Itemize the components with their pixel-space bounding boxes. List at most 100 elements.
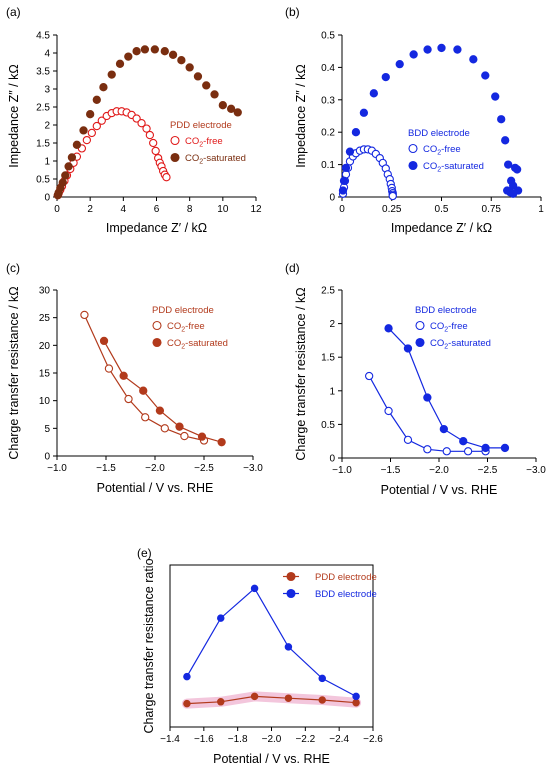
chart-panel-4: (d) −1.0 −1.5 −2.0 −2.5 −3.0 0 0.5 1 1.5 2 2.5 Poten… bbox=[285, 261, 546, 497]
data-point bbox=[217, 438, 226, 447]
series-line bbox=[186, 695, 357, 705]
data-point bbox=[92, 95, 101, 104]
data-point bbox=[80, 310, 89, 320]
data-point bbox=[180, 431, 189, 441]
legend-entry: CO2-free bbox=[185, 136, 223, 149]
y-tick-label: 0 bbox=[44, 193, 50, 204]
data-point bbox=[67, 153, 77, 162]
data-point bbox=[104, 364, 114, 373]
data-point bbox=[318, 674, 326, 683]
data-point bbox=[501, 136, 510, 145]
data-point bbox=[132, 114, 141, 123]
data-point bbox=[64, 162, 73, 171]
data-point bbox=[202, 81, 211, 90]
x-axis-label: Impedance Z′ / kΩ bbox=[106, 221, 207, 235]
chart-panel-1: (a) 0 2 4 6 8 10 12 0 0.5 1 1.5 2 2.5 3 3.5 4 4.5 Impedanc… bbox=[6, 5, 262, 235]
data-point bbox=[82, 135, 91, 145]
legend-marker bbox=[152, 320, 162, 331]
y-tick-label: 0 bbox=[329, 454, 335, 465]
y-tick-label: 0.5 bbox=[36, 175, 50, 186]
data-point bbox=[149, 138, 158, 148]
data-point bbox=[72, 140, 82, 149]
x-tick-label: −2.5 bbox=[194, 463, 214, 474]
data-point bbox=[497, 115, 506, 124]
data-point bbox=[124, 52, 133, 61]
data-point bbox=[384, 406, 393, 416]
data-point bbox=[437, 43, 446, 53]
legend-text-part: -free bbox=[441, 144, 461, 155]
data-point bbox=[197, 432, 207, 441]
x-tick-label: −2.5 bbox=[478, 465, 498, 476]
y-tick-label: 4.5 bbox=[36, 31, 50, 42]
legend-marker bbox=[152, 337, 162, 348]
data-point bbox=[137, 119, 146, 128]
legend-marker bbox=[408, 143, 418, 154]
chart-panel-3: (c) −1.0 −1.5 −2.0 −2.5 −3.0 0 5 10 15 20 25 30 Poten… bbox=[6, 261, 263, 495]
legend-text-part: -free bbox=[203, 136, 223, 147]
data-point bbox=[365, 371, 374, 381]
chart-panel-5: (e) −1.4 −1.6 −1.8 −2.0 −2.2 −2.4 −2.6 Potential… bbox=[137, 546, 383, 766]
y-tick-label: 0 bbox=[329, 193, 335, 204]
x-tick-label: −2.0 bbox=[262, 734, 282, 745]
data-point bbox=[142, 124, 151, 133]
y-tick-label: 2 bbox=[329, 319, 335, 330]
y-tick-label: 15 bbox=[39, 369, 51, 380]
data-point bbox=[141, 413, 150, 422]
data-point bbox=[150, 45, 159, 54]
panel-label: (d) bbox=[285, 261, 300, 275]
subscript: 2 bbox=[181, 327, 185, 334]
data-point bbox=[58, 178, 67, 187]
data-point bbox=[442, 447, 451, 456]
legend-title: PDD electrode bbox=[170, 120, 232, 131]
data-point bbox=[463, 447, 473, 456]
series-line bbox=[83, 314, 205, 442]
data-point bbox=[339, 176, 349, 185]
x-tick-label: 4 bbox=[121, 204, 127, 215]
data-point bbox=[338, 186, 348, 195]
x-tick-label: 0.5 bbox=[435, 204, 449, 215]
subscript: 2 bbox=[444, 344, 448, 351]
data-point bbox=[99, 336, 109, 346]
subscript: 2 bbox=[199, 142, 203, 149]
data-point bbox=[384, 324, 393, 333]
data-point bbox=[504, 160, 513, 169]
y-tick-label: 0.1 bbox=[321, 160, 335, 171]
data-point bbox=[92, 121, 101, 131]
data-point bbox=[145, 130, 155, 140]
legend-entry: PDD electrode bbox=[315, 572, 377, 583]
x-tick-label: 1 bbox=[538, 204, 544, 215]
x-tick-label: 0.25 bbox=[382, 204, 402, 215]
data-point bbox=[140, 45, 150, 54]
legend-text-part: -saturated bbox=[185, 338, 228, 349]
x-axis-label: Potential / V vs. RHE bbox=[213, 752, 330, 766]
x-tick-label: −1.8 bbox=[228, 734, 248, 745]
x-tick-label: 0 bbox=[54, 204, 60, 215]
legend-marker bbox=[415, 337, 425, 348]
data-point bbox=[210, 90, 219, 99]
data-point bbox=[233, 108, 242, 117]
x-tick-label: 0 bbox=[339, 204, 345, 215]
subscript: 2 bbox=[199, 159, 203, 166]
data-point bbox=[395, 60, 404, 69]
data-point bbox=[284, 643, 293, 651]
legend-text-part: -saturated bbox=[441, 161, 484, 172]
data-point bbox=[139, 386, 148, 395]
legend-text-part: CO bbox=[423, 161, 437, 172]
data-point bbox=[79, 126, 88, 135]
legend-entry: CO2-saturated bbox=[430, 338, 491, 351]
y-tick-label: 5 bbox=[44, 424, 50, 435]
x-tick-label: −1.6 bbox=[194, 734, 214, 745]
panel-label: (b) bbox=[285, 5, 300, 19]
x-tick-label: −2.0 bbox=[145, 463, 165, 474]
x-tick-label: 0.75 bbox=[482, 204, 502, 215]
data-point bbox=[119, 371, 128, 380]
x-tick-label: 6 bbox=[154, 204, 160, 215]
x-tick-label: −2.0 bbox=[429, 465, 449, 476]
y-tick-label: 2 bbox=[44, 121, 50, 132]
y-tick-label: 0.4 bbox=[321, 63, 335, 74]
panel-label: (e) bbox=[137, 546, 152, 560]
legend-text-part: CO bbox=[430, 338, 444, 349]
x-tick-label: −1.5 bbox=[96, 463, 116, 474]
data-point bbox=[423, 445, 432, 454]
